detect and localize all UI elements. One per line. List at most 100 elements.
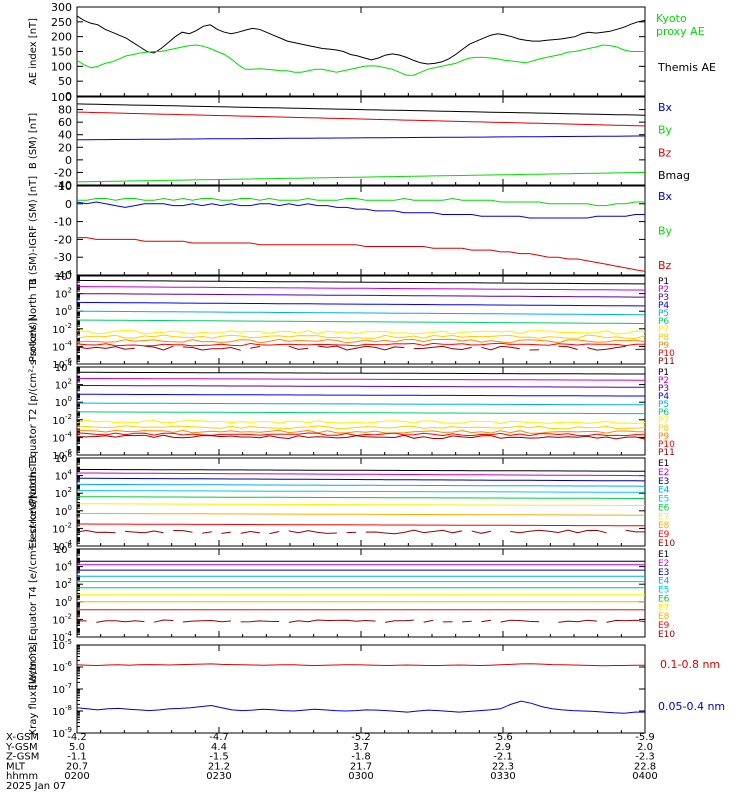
series-line-p8 (76, 334, 646, 340)
legend-entry: E7 (658, 603, 669, 613)
series-line-p10 (76, 342, 646, 347)
series-line-p6 (77, 411, 645, 415)
legend-entry: P5 (658, 309, 669, 319)
y-tick-label: 10-8 (52, 704, 72, 718)
legend-entry: P9 (658, 341, 669, 351)
series-line-e1 (76, 468, 645, 472)
legend-entry: E9 (658, 621, 670, 631)
legend-entry: proxy AE (656, 25, 705, 38)
y-tick-label: 200 (51, 31, 72, 44)
series-line-e2 (77, 472, 645, 477)
series-line-p1 (76, 279, 645, 285)
legend-entry: P8 (658, 333, 669, 343)
y-tick-label: 100 (55, 504, 72, 518)
footer-row-label: X-GSM (6, 732, 39, 743)
legend-entry: P6 (658, 317, 669, 327)
legend-entry: E5 (658, 495, 669, 505)
legend-entry: By (658, 124, 673, 137)
legend-entry: E4 (658, 486, 670, 496)
footer-row-value: -1.5 (209, 752, 229, 763)
legend-entry: P1 (658, 277, 669, 287)
series-line-e10 (76, 529, 645, 535)
footer-row-value: 21.7 (350, 761, 372, 772)
panel-frame-8 (76, 644, 646, 734)
y-tick-label: 10-2 (52, 521, 72, 535)
legend-entry: E10 (658, 539, 675, 549)
y-tick-label: 0 (65, 90, 72, 103)
y-tick-label: 60 (58, 116, 72, 129)
y-tick-label: 250 (51, 16, 72, 29)
y-tick-label: 102 (55, 287, 72, 301)
footer-row-value: -2.3 (635, 752, 655, 763)
series-line-e4 (77, 483, 646, 487)
y-tick-label: 10-2 (52, 413, 72, 427)
legend-entry: P1 (658, 368, 669, 378)
y-tick-label: 10-2 (52, 612, 72, 626)
series-line-p2 (77, 286, 646, 291)
legend-entry: E1 (658, 550, 669, 560)
footer-row-value: 22.3 (492, 761, 514, 772)
y-axis-label: Electrons North T3 (28, 455, 39, 548)
legend-entry: P10 (658, 440, 675, 450)
series-line-bz (77, 237, 646, 272)
y-tick-label: -20 (54, 233, 72, 246)
y-tick-label: -30 (54, 251, 72, 264)
legend-entry: P6 (658, 408, 669, 418)
legend-entry: P11 (658, 357, 675, 367)
legend-entry: P10 (658, 349, 675, 359)
legend-entry: P3 (658, 384, 669, 394)
series-line-p5 (77, 402, 645, 406)
footer-row-value: 0230 (206, 771, 231, 782)
legend-entry: Themis AE (657, 61, 716, 74)
footer-row-value: 0200 (64, 771, 89, 782)
footer-row-value: -1.1 (67, 752, 87, 763)
y-axis-label: Protons North T1 (28, 278, 39, 362)
series-line-e3 (76, 477, 646, 482)
y-tick-label: 0 (65, 198, 72, 211)
series-line-by (76, 171, 646, 183)
legend-entry: E2 (658, 468, 669, 478)
legend-entry: E8 (658, 521, 670, 531)
series-line-p4 (76, 301, 645, 307)
series-line-p7 (76, 330, 646, 335)
y-tick-label: 100 (55, 395, 72, 409)
series-line-themis-ae (76, 15, 646, 65)
footer-row-value: 0300 (348, 771, 373, 782)
y-tick-label: 100 (51, 91, 72, 104)
series-line-p9 (76, 429, 646, 434)
panel-frame-7 (76, 548, 646, 638)
legend-entry: 0.05-0.4 nm (658, 700, 725, 713)
legend-entry: E2 (658, 559, 669, 569)
legend-entry: E1 (658, 459, 669, 469)
footer-row-value: 21.2 (208, 761, 230, 772)
footer-row-label: MLT (6, 761, 26, 772)
series-line-p9 (76, 338, 646, 344)
legend-entry: E6 (658, 503, 670, 513)
series-line-p1 (77, 371, 645, 375)
legend-entry: E5 (658, 586, 669, 596)
footer-row-value: -4.7 (209, 732, 229, 743)
series-line-p11 (76, 434, 646, 440)
legend-entry: E3 (658, 477, 669, 487)
y-tick-label: 80 (58, 104, 72, 117)
legend-entry: Kyoto (656, 12, 687, 25)
y-axis-label: Protons Equator T2 [p/(cm²-s-sr-keV)] (28, 318, 39, 505)
footer-row-value: -2.1 (493, 752, 513, 763)
legend-entry: E4 (658, 577, 670, 587)
footer-row-label: hhmm (6, 771, 38, 782)
y-tick-label: 10-2 (52, 322, 72, 336)
series-line-bx (76, 201, 645, 219)
legend-entry: E3 (658, 568, 669, 578)
legend-entry: 0.1-0.8 nm (660, 658, 720, 671)
footer-row-value: 2.9 (495, 742, 511, 753)
legend-entry: Bmag (658, 169, 690, 182)
series-line-p4 (77, 393, 645, 397)
y-axis-label: B (SM)-IGRF (SM) [nT] (28, 176, 39, 285)
y-tick-label: 104 (55, 469, 73, 483)
y-tick-label: 10-4 (52, 339, 72, 353)
y-tick-label: 10 (58, 180, 72, 193)
y-axis-label: Electrons Equator T4 [e/(cm²-s-sr-keV)] (28, 495, 39, 690)
y-tick-label: 40 (58, 129, 72, 142)
footer-date: 2025 Jan 07 (6, 781, 66, 792)
